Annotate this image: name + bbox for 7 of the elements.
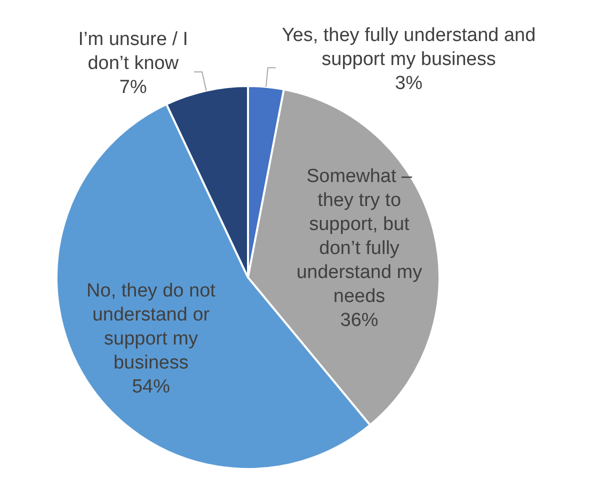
data-label: 7% [119,77,147,98]
data-label: 36% [340,310,378,332]
slice-label: I’m unsure / I don’t know [78,29,188,74]
data-label: 54% [132,376,170,398]
slice-label: Yes, they fully understand and support my business [282,25,536,70]
slice-label: No, they do not understand or support my business [86,280,216,374]
data-label: 3% [395,73,423,94]
